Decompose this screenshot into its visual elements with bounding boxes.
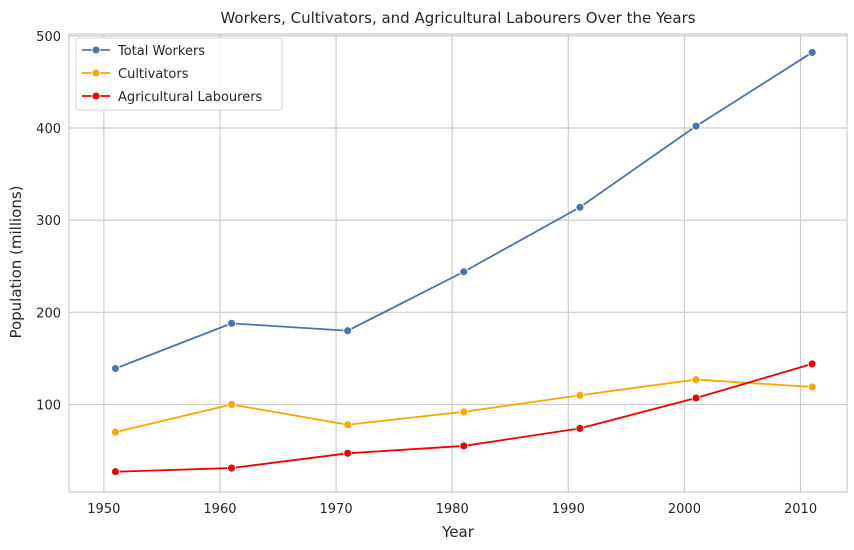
data-point-cultivators bbox=[227, 400, 237, 409]
data-point-agricultural-labourers bbox=[691, 393, 701, 403]
legend-marker-total-workers bbox=[91, 45, 101, 55]
data-point-cultivators bbox=[691, 375, 701, 385]
x-tick-label: 1990 bbox=[552, 502, 585, 517]
data-point-agricultural-labourers bbox=[459, 441, 469, 451]
legend-marker-agricultural-labourers bbox=[91, 91, 101, 101]
data-point-total-workers bbox=[807, 47, 817, 57]
chart-title: Workers, Cultivators, and Agricultural L… bbox=[220, 9, 695, 27]
legend-label-total-workers: Total Workers bbox=[117, 44, 205, 59]
x-tick-label: 1950 bbox=[87, 502, 120, 517]
y-tick-label: 100 bbox=[36, 398, 61, 413]
data-point-total-workers bbox=[343, 326, 353, 336]
data-point-total-workers bbox=[227, 318, 237, 328]
data-point-cultivators bbox=[343, 420, 353, 430]
data-point-cultivators bbox=[807, 382, 817, 392]
legend-box bbox=[75, 37, 283, 111]
x-tick-label: 1970 bbox=[320, 502, 353, 517]
legend-label-agricultural-labourers: Agricultural Labourers bbox=[118, 90, 263, 105]
legend: Total Workers Cultivators Agricultural Lab… bbox=[75, 37, 283, 111]
y-axis-label: Population (millions) bbox=[7, 185, 25, 338]
y-tick-label: 300 bbox=[36, 214, 61, 229]
data-point-agricultural-labourers bbox=[343, 448, 353, 458]
y-tick-label: 500 bbox=[36, 30, 61, 45]
y-tick-label: 400 bbox=[36, 122, 61, 137]
x-axis: 1950 1960 1970 1980 1990 2000 2010 bbox=[87, 502, 817, 517]
x-tick-label: 1960 bbox=[203, 502, 236, 517]
x-tick-label: 2000 bbox=[668, 502, 701, 517]
data-point-agricultural-labourers bbox=[575, 423, 585, 433]
data-point-cultivators bbox=[459, 407, 469, 417]
series-group bbox=[110, 47, 817, 477]
legend-marker-cultivators bbox=[91, 68, 101, 78]
data-point-total-workers bbox=[575, 202, 585, 212]
x-axis-label: Year bbox=[441, 523, 475, 541]
data-point-cultivators bbox=[575, 390, 585, 400]
data-point-cultivators bbox=[110, 427, 120, 437]
plot-area bbox=[68, 33, 848, 493]
y-axis: 100 200 300 400 500 bbox=[36, 30, 61, 414]
data-point-agricultural-labourers bbox=[807, 359, 817, 369]
x-tick-label: 2010 bbox=[784, 502, 817, 517]
y-tick-label: 200 bbox=[36, 306, 61, 321]
grid bbox=[69, 34, 847, 492]
data-point-total-workers bbox=[110, 364, 120, 373]
x-tick-label: 1980 bbox=[436, 502, 469, 517]
data-point-total-workers bbox=[459, 267, 469, 277]
legend-label-cultivators: Cultivators bbox=[118, 67, 189, 82]
data-point-total-workers bbox=[691, 121, 701, 131]
data-point-agricultural-labourers bbox=[110, 467, 120, 477]
data-point-agricultural-labourers bbox=[227, 463, 237, 473]
